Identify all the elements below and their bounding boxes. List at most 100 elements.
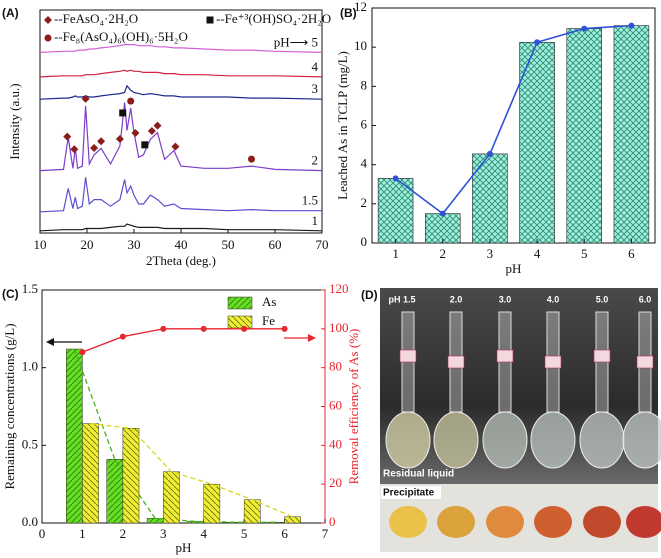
powder: [389, 506, 427, 538]
panel-label: (C): [2, 287, 19, 301]
x-tick-label: 40: [175, 237, 188, 252]
marker-diamond: [70, 145, 79, 154]
xrd-pattern: [39, 102, 323, 172]
x-tick-label: 60: [269, 237, 282, 252]
marker-diamond: [44, 16, 52, 24]
y-tick-label: 2: [361, 195, 368, 210]
x-axis-label: pH: [176, 540, 192, 555]
y-tick-label: 6: [361, 116, 368, 131]
xrd-pattern: [39, 84, 323, 100]
point: [486, 150, 493, 157]
point: [581, 25, 588, 32]
arrow-head: [46, 338, 54, 346]
x-tick-label: 0: [39, 526, 46, 541]
efficiency-point: [200, 325, 207, 332]
bar: [203, 483, 221, 524]
efficiency-point: [160, 325, 167, 332]
ph-label: 5.0: [596, 294, 609, 304]
efficiency-point: [119, 333, 126, 340]
y-tick-label: 10: [354, 38, 367, 53]
trend-dashed: [90, 422, 293, 518]
y-tick-label: 8: [361, 77, 368, 92]
point: [392, 175, 399, 182]
marker-square: [141, 141, 149, 149]
x-tick-label: 30: [128, 237, 141, 252]
ph-label: 4.0: [547, 294, 560, 304]
legend-label: --FeAsO₄·2H₂O: [54, 11, 138, 26]
bar: [424, 213, 461, 244]
marker-square: [206, 16, 214, 24]
arrow-head: [308, 334, 316, 342]
x-axis-label: 2Theta (deg.): [146, 253, 216, 268]
y-tick-label: 0.0: [22, 514, 38, 529]
flask-body: [482, 411, 528, 469]
flask-body: [579, 411, 625, 469]
bar: [284, 516, 301, 524]
y2-tick-label: 0: [329, 514, 336, 529]
marker-diamond: [115, 135, 124, 144]
flask-body: [622, 411, 661, 469]
x-tick-label: 4: [200, 526, 207, 541]
x-tick-label: 3: [487, 246, 494, 261]
x-tick-label: 5: [241, 526, 248, 541]
marker-diamond: [147, 127, 156, 136]
x-tick-label: 2: [120, 526, 127, 541]
powder: [437, 506, 475, 538]
panel-label: (A): [2, 6, 19, 20]
ph-label: 2.0: [450, 294, 463, 304]
xrd-pattern: [39, 177, 322, 213]
point: [628, 22, 635, 29]
y2-tick-label: 40: [329, 436, 342, 451]
marker-diamond: [97, 137, 106, 146]
bar: [106, 459, 124, 524]
bar: [613, 25, 650, 244]
ph-label: 3.0: [499, 294, 512, 304]
x-tick-label: 3: [160, 526, 167, 541]
powder: [626, 506, 661, 538]
series-label: 1.5: [302, 193, 318, 208]
ph-label: 6.0: [639, 294, 652, 304]
efficiency-point: [79, 349, 86, 356]
x-tick-label: 70: [316, 237, 329, 252]
y-tick-label: 0: [361, 234, 368, 249]
y-tick-label: 12: [354, 0, 367, 14]
bar: [122, 427, 140, 524]
y2-axis-label: Removal efficiency of As (%): [346, 329, 361, 485]
x-tick-label: 5: [581, 246, 588, 261]
flask-label: [447, 355, 465, 369]
marker-diamond: [90, 143, 99, 152]
series-label: 4: [312, 59, 319, 74]
x-tick-label: 10: [34, 237, 47, 252]
xrd-pattern: [39, 69, 323, 78]
marker-diamond: [171, 142, 180, 151]
efficiency-point: [241, 325, 248, 332]
x-tick-label: 4: [534, 246, 541, 261]
xrd-pattern: [39, 44, 323, 53]
panel-label: (B): [340, 6, 357, 20]
legend-swatch: [227, 315, 253, 329]
y-tick-label: 4: [361, 156, 368, 171]
marker-diamond: [63, 132, 72, 141]
y-axis-label: Intensity (a.u.): [7, 83, 22, 159]
flask-label: [496, 349, 514, 363]
x-tick-label: 6: [628, 246, 635, 261]
x-tick-label: 2: [440, 246, 447, 261]
point: [439, 210, 446, 217]
y2-tick-label: 60: [329, 397, 342, 412]
x-tick-label: 7: [322, 526, 329, 541]
marker-diamond: [131, 129, 140, 138]
flask-label: [636, 355, 654, 369]
y-axis-label: Remaining concentrations (g/L): [2, 323, 17, 489]
legend-swatch: [227, 296, 253, 310]
x-axis-label: pH: [506, 261, 522, 276]
efficiency-line: [82, 328, 285, 353]
x-tick-label: 1: [392, 246, 399, 261]
point: [534, 39, 541, 46]
marker-square: [119, 109, 127, 117]
y-tick-label: 1.5: [22, 281, 38, 296]
series-label: 2: [312, 153, 319, 168]
flask-body: [385, 411, 431, 469]
plot-frame: [371, 7, 656, 244]
bar: [66, 348, 83, 524]
y2-tick-label: 120: [329, 281, 349, 296]
